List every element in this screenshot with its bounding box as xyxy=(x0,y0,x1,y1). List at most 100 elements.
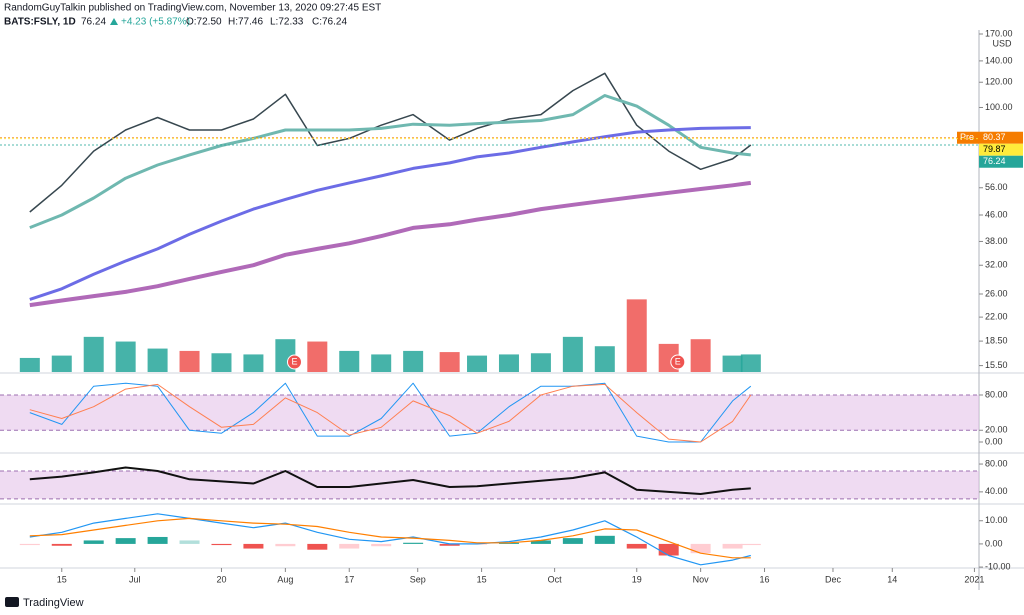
y-tick-label: 0.00 xyxy=(985,436,1003,446)
y-tick-label: 38.00 xyxy=(985,236,1008,246)
series-line xyxy=(29,382,752,443)
histogram-bar xyxy=(371,543,392,547)
histogram-bar xyxy=(722,543,743,549)
x-tick-label: Nov xyxy=(693,574,710,584)
histogram-bar xyxy=(403,542,424,544)
close: C:76.24 xyxy=(312,17,347,28)
histogram-bar xyxy=(19,543,40,546)
series-line xyxy=(29,126,751,301)
footer: TradingView xyxy=(23,597,84,609)
volume-bar xyxy=(562,336,583,372)
x-tick-label: 16 xyxy=(760,574,770,584)
histogram-bar xyxy=(740,543,761,546)
x-tick-label: Oct xyxy=(548,574,563,584)
price-tag-label: 76.24 xyxy=(983,156,1006,166)
volume-bar xyxy=(594,346,615,372)
y-tick-label: 80.00 xyxy=(985,458,1008,468)
band xyxy=(0,394,979,431)
price-tag xyxy=(979,143,1023,156)
x-tick-label: Aug xyxy=(277,574,293,584)
change: +4.23 (+5.87%) xyxy=(121,17,190,28)
currency: USD xyxy=(992,38,1012,48)
price-tag-prefix xyxy=(957,131,979,144)
y-tick-label: 32.00 xyxy=(985,260,1008,270)
y-tick-label: -10.00 xyxy=(985,561,1011,571)
y-tick-label: 100.00 xyxy=(985,102,1013,112)
series-line xyxy=(29,383,752,443)
last-price: 76.24 xyxy=(81,17,106,28)
y-tick-label: 46.00 xyxy=(985,209,1008,219)
volume-bar xyxy=(467,355,488,372)
histogram-bar xyxy=(339,543,360,549)
volume-bar xyxy=(19,357,40,372)
histogram-bar xyxy=(562,538,583,544)
x-tick-label: 19 xyxy=(632,574,642,584)
low: L:72.33 xyxy=(270,17,304,28)
histogram-bar xyxy=(179,540,200,544)
volume-bar xyxy=(722,355,743,372)
y-tick-label: 170.00 xyxy=(985,28,1013,38)
y-tick-label: 10.00 xyxy=(985,515,1008,525)
volume-bar xyxy=(530,353,551,372)
volume-bar xyxy=(498,354,519,372)
volume-bar xyxy=(83,336,104,372)
histogram-bar xyxy=(147,536,168,544)
y-tick-label: 80.00 xyxy=(985,389,1008,399)
high: H:77.46 xyxy=(228,17,263,28)
histogram-bar xyxy=(626,543,647,549)
x-tick-label: 17 xyxy=(344,574,354,584)
price-tag-label: 79.87 xyxy=(983,144,1006,154)
volume-bar xyxy=(403,350,424,372)
y-tick-label: 22.00 xyxy=(985,311,1008,321)
series-line xyxy=(29,94,751,229)
x-tick-label: 15 xyxy=(57,574,67,584)
publish-line: RandomGuyTalkin published on TradingView… xyxy=(4,3,381,14)
y-tick-label: 120.00 xyxy=(985,77,1013,87)
open: O:72.50 xyxy=(186,17,222,28)
volume-bar xyxy=(371,354,392,372)
x-tick-label: 20 xyxy=(216,574,226,584)
volume-bar xyxy=(51,355,72,372)
earnings-label: E xyxy=(675,356,681,366)
histogram-bar xyxy=(690,543,711,554)
histogram-bar xyxy=(275,543,296,547)
x-tick-label: 2021 xyxy=(964,574,984,584)
histogram-bar xyxy=(530,540,551,544)
symbol: BATS:FSLY, 1D xyxy=(4,17,76,28)
price-tag-label: 80.37 xyxy=(983,132,1006,142)
y-tick-label: 0.00 xyxy=(985,538,1003,548)
earnings-label: E xyxy=(291,356,297,366)
tv-logo: TradingView xyxy=(5,597,84,609)
volume-bar xyxy=(339,350,360,372)
y-tick-label: 15.50 xyxy=(985,360,1008,370)
y-tick-label: 140.00 xyxy=(985,55,1013,65)
price-tag-prefix-label: Pre xyxy=(960,132,974,142)
x-tick-label: Jul xyxy=(129,574,141,584)
y-tick-label: 56.00 xyxy=(985,182,1008,192)
earnings-marker xyxy=(286,354,302,370)
histogram-bar xyxy=(658,543,679,556)
y-tick-label: 20.00 xyxy=(985,425,1008,435)
volume-bar xyxy=(243,354,264,372)
volume-bar xyxy=(147,348,168,372)
histogram-bar xyxy=(243,543,264,549)
up-arrow xyxy=(110,18,118,25)
series-line xyxy=(29,466,751,495)
histogram-bar xyxy=(51,543,72,546)
volume-bar xyxy=(439,352,460,372)
volume-bar xyxy=(211,353,232,372)
price-tag xyxy=(979,131,1023,144)
x-tick-label: 15 xyxy=(477,574,487,584)
x-tick-label: 14 xyxy=(887,574,897,584)
volume-bar xyxy=(307,341,328,372)
volume-bar xyxy=(626,299,647,372)
earnings-marker xyxy=(670,354,686,370)
x-tick-label: Dec xyxy=(825,574,842,584)
series-line xyxy=(29,513,751,566)
histogram-bar xyxy=(115,538,136,544)
series-line xyxy=(29,517,751,559)
histogram-bar xyxy=(439,543,460,546)
histogram-bar xyxy=(594,535,615,544)
